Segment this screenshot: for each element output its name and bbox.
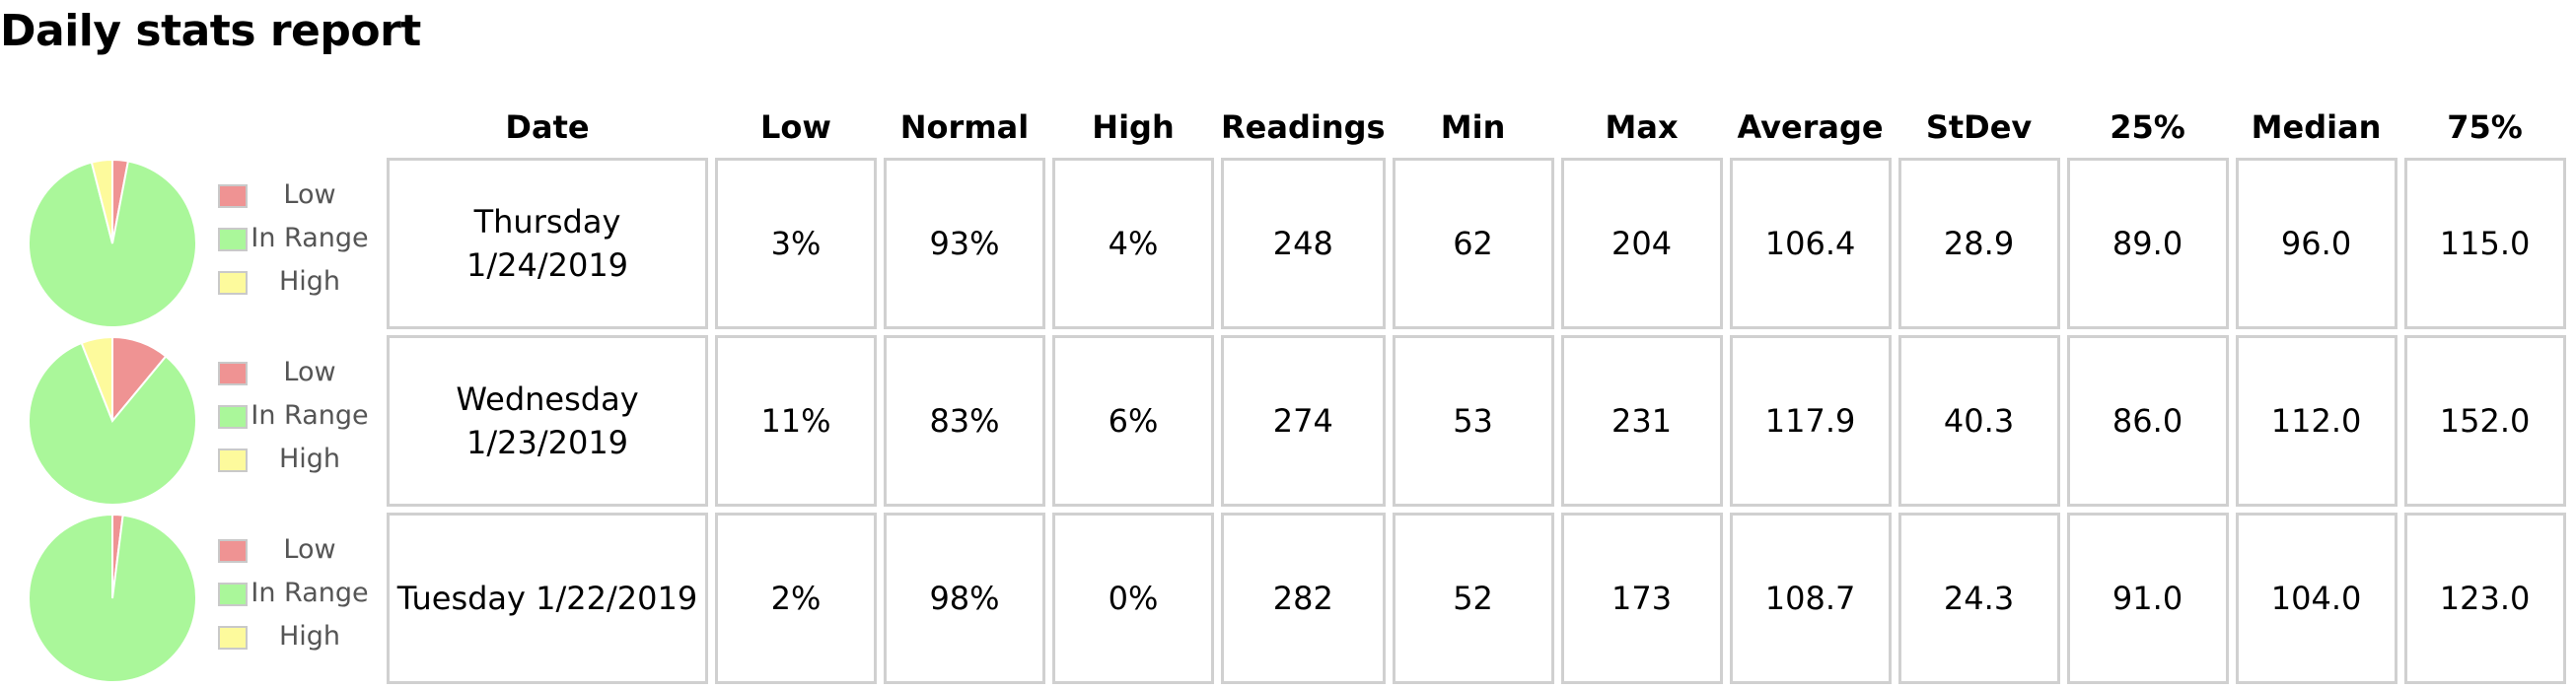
legend-swatch xyxy=(218,448,248,472)
readings-cell: 282 xyxy=(1221,513,1386,684)
stats-table: Date Low Normal High Readings Min Max Av… xyxy=(0,97,2573,690)
header-normal: Normal xyxy=(899,108,1030,146)
p25-cell: 86.0 xyxy=(2066,335,2229,507)
date-cell: Tuesday 1/22/2019 xyxy=(387,513,708,684)
legend-label: Low xyxy=(283,179,336,210)
average-cell: 108.7 xyxy=(1729,513,1892,684)
stdev-cell: 24.3 xyxy=(1897,513,2060,684)
header-stdev: StDev xyxy=(1925,108,2033,146)
page-title: Daily stats report xyxy=(0,6,421,56)
p75-cell: 123.0 xyxy=(2403,513,2566,684)
header-average: Average xyxy=(1737,108,1884,146)
table-row: Low In Range High Tuesday 1/22/2019 2% 98% 0% 2… xyxy=(0,513,2566,684)
legend-swatch xyxy=(218,184,248,208)
header-row: Date Low Normal High Readings Min Max Av… xyxy=(0,103,2566,152)
readings-cell: 274 xyxy=(1221,335,1386,507)
p75-cell: 152.0 xyxy=(2403,335,2566,507)
header-max: Max xyxy=(1605,108,1679,146)
header-readings: Readings xyxy=(1221,108,1386,146)
normal-percent-cell: 98% xyxy=(884,513,1045,684)
legend-low: Low xyxy=(215,532,373,576)
header-p75: 75% xyxy=(2447,108,2523,146)
max-cell: 204 xyxy=(1560,158,1723,329)
high-percent-cell: 0% xyxy=(1052,513,1214,684)
header-median: Median xyxy=(2251,108,2382,146)
average-cell: 117.9 xyxy=(1729,335,1892,507)
legend-swatch xyxy=(218,583,248,606)
header-min: Min xyxy=(1440,108,1506,146)
pie-slice-in-range xyxy=(28,160,197,328)
low-percent-cell: 3% xyxy=(715,158,877,329)
p75-cell: 115.0 xyxy=(2403,158,2566,329)
p25-cell: 89.0 xyxy=(2066,158,2229,329)
min-cell: 62 xyxy=(1392,158,1554,329)
legend-swatch xyxy=(218,228,248,251)
legend-high: High xyxy=(215,442,373,485)
average-cell: 106.4 xyxy=(1729,158,1892,329)
max-cell: 173 xyxy=(1560,513,1723,684)
header-chart-spacer xyxy=(0,103,380,152)
legend-low: Low xyxy=(215,355,373,398)
header-high: High xyxy=(1092,108,1175,146)
pie-slice-high xyxy=(80,335,113,422)
header-low: Low xyxy=(760,108,831,146)
pie-legend: Low In Range High xyxy=(215,532,373,662)
p25-cell: 91.0 xyxy=(2066,513,2229,684)
legend-label: Low xyxy=(283,357,336,387)
high-percent-cell: 6% xyxy=(1052,335,1214,507)
legend-in-range: In Range xyxy=(215,576,373,619)
legend-swatch xyxy=(218,539,248,563)
normal-percent-cell: 93% xyxy=(884,158,1045,329)
pie-slice-high xyxy=(90,158,113,244)
legend-label: High xyxy=(278,266,341,297)
pie-chart-cell: Low In Range High xyxy=(0,335,380,507)
legend-low: Low xyxy=(215,177,373,221)
pie-chart-with-legend: Low In Range High xyxy=(0,513,380,684)
max-cell: 231 xyxy=(1560,335,1723,507)
stdev-cell: 28.9 xyxy=(1897,158,2060,329)
stdev-cell: 40.3 xyxy=(1897,335,2060,507)
pie-chart xyxy=(28,513,197,683)
legend-swatch xyxy=(218,271,248,295)
legend-label: High xyxy=(278,444,341,474)
median-cell: 96.0 xyxy=(2235,158,2397,329)
median-cell: 104.0 xyxy=(2235,513,2397,684)
high-percent-cell: 4% xyxy=(1052,158,1214,329)
readings-cell: 248 xyxy=(1221,158,1386,329)
legend-swatch xyxy=(218,626,248,650)
legend-label: In Range xyxy=(250,578,369,608)
pie-chart-cell: Low In Range High xyxy=(0,158,380,329)
date-cell: Wednesday 1/23/2019 xyxy=(387,335,708,507)
legend-swatch xyxy=(218,362,248,385)
low-percent-cell: 11% xyxy=(715,335,877,507)
pie-legend: Low In Range High xyxy=(215,355,373,485)
pie-chart xyxy=(28,158,197,328)
date-cell: Thursday 1/24/2019 xyxy=(387,158,708,329)
legend-label: High xyxy=(278,621,341,652)
min-cell: 52 xyxy=(1392,513,1554,684)
legend-in-range: In Range xyxy=(215,221,373,264)
min-cell: 53 xyxy=(1392,335,1554,507)
table-row: Low In Range High Wednesday 1/23/2019 11% 83%… xyxy=(0,335,2566,507)
pie-legend: Low In Range High xyxy=(215,177,373,308)
low-percent-cell: 2% xyxy=(715,513,877,684)
legend-swatch xyxy=(218,405,248,429)
pie-chart-with-legend: Low In Range High xyxy=(0,158,380,329)
legend-in-range: In Range xyxy=(215,398,373,442)
median-cell: 112.0 xyxy=(2235,335,2397,507)
legend-label: In Range xyxy=(250,400,369,431)
normal-percent-cell: 83% xyxy=(884,335,1045,507)
pie-slice-in-range xyxy=(28,513,197,683)
legend-label: Low xyxy=(283,534,336,565)
pie-chart-cell: Low In Range High xyxy=(0,513,380,684)
legend-label: In Range xyxy=(250,223,369,253)
pie-chart xyxy=(28,335,197,506)
legend-high: High xyxy=(215,619,373,662)
header-date: Date xyxy=(505,108,590,146)
pie-chart-with-legend: Low In Range High xyxy=(0,335,380,507)
table-row: Low In Range High Thursday 1/24/2019 3% 93% 4%… xyxy=(0,158,2566,329)
header-p25: 25% xyxy=(2110,108,2185,146)
legend-high: High xyxy=(215,264,373,308)
pie-slice-in-range xyxy=(28,341,197,506)
